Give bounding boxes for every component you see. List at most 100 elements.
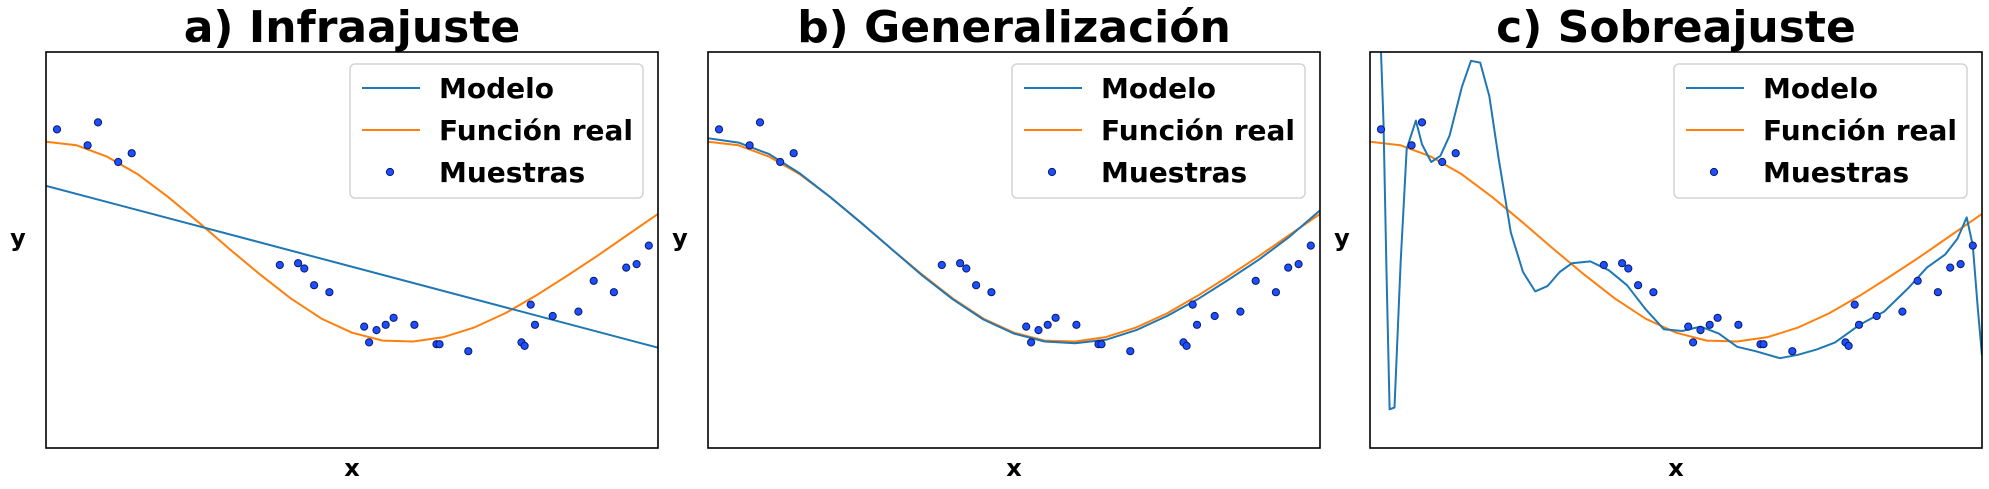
panel-title: b) Generalización: [797, 2, 1231, 53]
sample-point: [1872, 311, 1881, 321]
sample-point: [464, 347, 473, 356]
sample-point: [360, 322, 369, 331]
sample-point: [310, 281, 319, 290]
model-line: [708, 137, 1320, 345]
sample-point: [622, 263, 631, 272]
sample-point: [1284, 263, 1293, 272]
sample-point: [1933, 288, 1943, 297]
sample-point: [1788, 347, 1797, 356]
sample-point: [1946, 263, 1955, 272]
sample-point: [1022, 322, 1031, 331]
sample-point: [1192, 320, 1202, 329]
legend: Modelo Función real Muestras: [1673, 63, 1968, 199]
legend-box: [1011, 63, 1306, 199]
sample-point: [410, 320, 419, 329]
sample-point: [520, 341, 529, 350]
sample-point: [1649, 288, 1658, 297]
true-function-line: [1370, 140, 1982, 343]
sample-point: [1634, 281, 1643, 290]
sample-point: [1850, 300, 1859, 309]
axes-frame: [45, 51, 659, 449]
y-axis-label: y: [1334, 224, 1350, 252]
legend-marker-samples: [385, 167, 395, 177]
legend-marker-samples: [1709, 167, 1719, 177]
sample-point: [745, 141, 754, 150]
sample-point: [987, 288, 996, 297]
legend-marker-samples: [1047, 167, 1057, 177]
model-line: [46, 184, 658, 349]
y-axis-label: y: [672, 224, 688, 252]
sample-point: [956, 259, 965, 268]
sample-point: [1236, 307, 1245, 316]
sample-point: [300, 264, 309, 273]
sample-point: [365, 338, 374, 347]
sample-point: [294, 259, 303, 268]
sample-point: [644, 241, 653, 250]
sample-point: [372, 326, 381, 335]
legend-label-model: Modelo: [439, 72, 554, 105]
legend-label-samples: Muestras: [1101, 156, 1247, 189]
sample-point: [1689, 338, 1698, 347]
sample-point: [1854, 320, 1864, 329]
sample-point: [325, 288, 334, 297]
legend-label-true-function: Función real: [1101, 114, 1295, 147]
sample-point: [1599, 260, 1608, 270]
sample-point: [1251, 276, 1260, 285]
sample-point: [1271, 288, 1281, 297]
sample-point: [1051, 313, 1060, 322]
sample-point: [972, 281, 981, 290]
legend: Modelo Función real Muestras: [1011, 63, 1306, 199]
sample-point: [83, 141, 92, 150]
sample-point: [1188, 300, 1197, 309]
sample-point: [1684, 322, 1693, 331]
sample-point: [1713, 313, 1722, 322]
legend-label-model: Modelo: [1763, 72, 1878, 105]
sample-point: [435, 340, 444, 349]
sample-point: [1306, 241, 1315, 250]
legend: Modelo Función real Muestras: [349, 63, 644, 199]
panel-title: a) Infraajuste: [184, 2, 521, 53]
sample-point: [1898, 307, 1907, 316]
sample-point: [789, 149, 798, 158]
sample-point: [526, 300, 535, 309]
sample-point: [632, 260, 641, 269]
legend-label-samples: Muestras: [439, 156, 585, 189]
legend-label-true-function: Función real: [1763, 114, 1957, 147]
sample-point: [714, 125, 724, 134]
legend-label-model: Modelo: [1101, 72, 1216, 105]
x-axis-label: x: [1006, 454, 1022, 482]
sample-point: [962, 264, 971, 273]
sample-point: [937, 260, 946, 270]
sample-point: [1913, 276, 1922, 285]
sample-point: [548, 311, 557, 321]
sample-point: [1705, 320, 1714, 329]
sample-point: [1407, 141, 1416, 150]
sample-point: [1844, 341, 1853, 350]
sample-point: [1417, 118, 1427, 127]
plot-area: [708, 118, 1320, 356]
sample-point: [114, 157, 123, 167]
sample-point: [389, 313, 398, 322]
sample-point: [1034, 326, 1043, 335]
sample-point: [574, 307, 583, 316]
legend-box: [1673, 63, 1968, 199]
sample-point: [1043, 320, 1052, 329]
panel-overfit: c) Sobreajuste x y Modelo Función real M…: [1334, 2, 1983, 482]
sample-point: [1618, 259, 1627, 268]
sample-point: [1968, 241, 1977, 250]
plot-area: [1370, 52, 1982, 411]
panel-generalization: b) Generalización x y Modelo Función rea…: [672, 2, 1321, 482]
sample-point: [589, 276, 598, 285]
sample-point: [1027, 338, 1036, 347]
sample-point: [275, 260, 284, 270]
sample-point: [1376, 125, 1386, 134]
sample-point: [1126, 347, 1135, 356]
legend-label-samples: Muestras: [1763, 156, 1909, 189]
sample-point: [1696, 326, 1705, 335]
sample-point: [127, 149, 136, 158]
sample-point: [776, 157, 785, 167]
axes-frame: [707, 51, 1321, 449]
sample-point: [1182, 341, 1191, 350]
sample-point: [1956, 260, 1965, 269]
